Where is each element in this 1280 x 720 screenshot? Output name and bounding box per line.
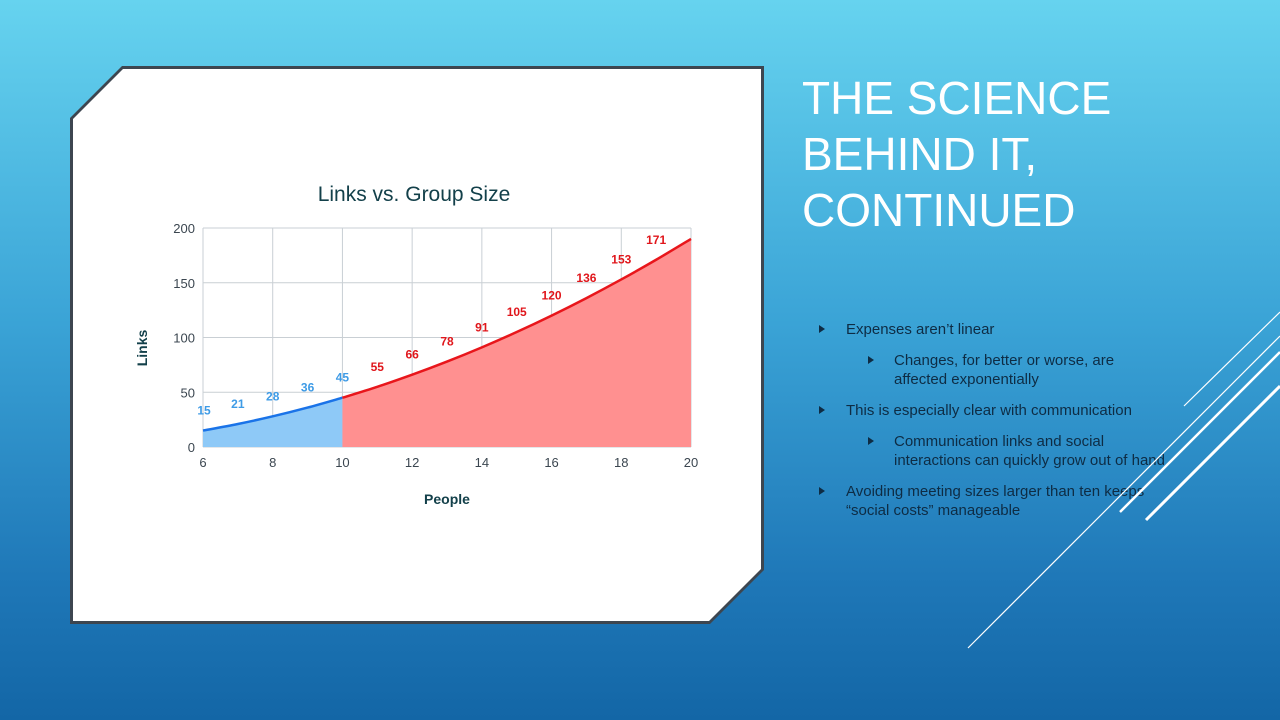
slide-title-line-3: CONTINUED	[802, 184, 1076, 236]
bullet-item: Expenses aren’t linear	[818, 320, 1168, 339]
y-tick-label: 0	[188, 440, 195, 455]
bullet-item: This is especially clear with communicat…	[818, 401, 1168, 420]
sub-bullet-item: Changes, for better or worse, are affect…	[818, 351, 1168, 389]
y-tick-label: 100	[173, 331, 195, 346]
data-label: 136	[576, 271, 596, 285]
series-blue-area	[203, 398, 342, 447]
bullet-arrow-icon	[868, 437, 874, 445]
y-tick-label: 150	[173, 276, 195, 291]
chart-title: Links vs. Group Size	[318, 183, 511, 206]
data-label: 66	[405, 348, 419, 362]
data-label: 120	[542, 289, 562, 303]
x-tick-label: 12	[405, 455, 419, 470]
bullet-text: Communication links and social interacti…	[894, 433, 1165, 469]
data-label: 105	[507, 305, 527, 319]
x-tick-label: 8	[269, 455, 276, 470]
x-axis-label: People	[424, 491, 470, 507]
data-label: 21	[231, 397, 245, 411]
bullet-arrow-icon	[819, 487, 825, 495]
bullet-arrow-icon	[819, 325, 825, 333]
series-red-line	[342, 239, 691, 398]
bullet-list: Expenses aren’t linear Changes, for bett…	[818, 320, 1168, 532]
slide-title-line-1: THE SCIENCE	[802, 72, 1112, 124]
bullet-item: Avoiding meeting sizes larger than ten k…	[818, 482, 1168, 520]
bullet-text: This is especially clear with communicat…	[846, 402, 1132, 419]
data-label: 45	[336, 371, 350, 385]
x-tick-label: 10	[335, 455, 349, 470]
data-label: 153	[611, 252, 631, 266]
sub-bullet-item: Communication links and social interacti…	[818, 432, 1168, 470]
y-tick-label: 200	[173, 221, 195, 236]
bullet-text: Expenses aren’t linear	[846, 321, 995, 338]
x-tick-label: 16	[544, 455, 558, 470]
x-tick-label: 14	[475, 455, 489, 470]
links-chart: Links vs. Group Size 6 8 10 12 14 16 18 2005010…	[73, 69, 761, 621]
data-label: 91	[475, 320, 489, 334]
data-label: 28	[266, 389, 280, 403]
slide-title: THE SCIENCE BEHIND IT, CONTINUED	[802, 70, 1222, 238]
x-tick-label: 20	[684, 455, 698, 470]
chart-picture: Links vs. Group Size 6 8 10 12 14 16 18 20 0 50 10…	[73, 69, 761, 621]
data-label: 36	[301, 381, 315, 395]
data-label: 171	[646, 233, 666, 247]
bullet-arrow-icon	[819, 406, 825, 414]
x-tick-label: 18	[614, 455, 628, 470]
series-blue-line	[203, 398, 342, 431]
y-axis-label: Links	[134, 330, 150, 367]
bullet-text: Changes, for better or worse, are affect…	[894, 352, 1115, 388]
series-red-area	[342, 239, 691, 447]
deco-line	[1183, 311, 1280, 407]
y-tick-label: 50	[181, 385, 195, 400]
data-label: 15	[197, 404, 211, 418]
bullet-text: Avoiding meeting sizes larger than ten k…	[846, 483, 1145, 519]
bullet-arrow-icon	[868, 356, 874, 364]
slide-title-line-2: BEHIND IT,	[802, 128, 1038, 180]
x-tick-label: 6	[199, 455, 206, 470]
data-label: 78	[440, 335, 454, 349]
data-label: 55	[371, 360, 385, 374]
